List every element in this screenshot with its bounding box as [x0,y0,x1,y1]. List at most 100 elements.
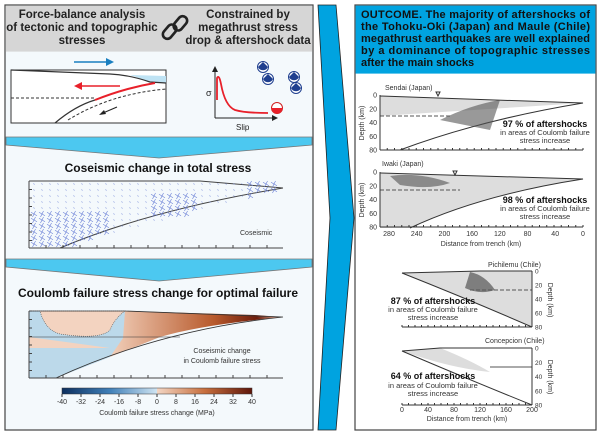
stress-vector-mark [41,195,43,197]
stress-vector-mark [241,195,243,197]
distance-tick-label: 200 [439,231,451,238]
stress-vector-mark [184,198,188,206]
depth-tick-label: 0 [535,346,539,353]
stress-vector-mark [73,207,75,209]
stress-vector-mark [225,201,227,203]
stress-vector-mark [145,213,147,215]
chain-link-icon [161,14,189,41]
stress-vector-mark [145,201,147,203]
stress-vector-mark [65,189,67,191]
stress-vector-mark [64,228,68,236]
depth-tick-label: 20 [535,360,543,367]
stress-vector-mark [48,228,52,236]
stress-vector-mark [137,195,139,197]
stress-vector-mark [201,183,203,185]
stress-vector-mark [80,222,84,230]
stress-vector-mark [56,216,60,224]
stress-vector-mark [225,189,227,191]
stress-vector-mark [48,240,52,248]
stress-vector-mark [65,207,67,209]
stress-vector-mark [113,225,115,227]
depth-tick-label: 60 [535,311,543,318]
coulomb-stress-plot: Coseismic change in Coulomb failure stre… [28,310,284,379]
stress-vector-mark [152,204,156,212]
stress-vector-mark [73,183,75,185]
stress-vector-mark [41,189,43,191]
stress-vector-mark [201,189,203,191]
note-line-1: in areas of Coulomb failure [500,204,590,213]
stress-vector-mark [201,195,203,197]
stress-vector-mark [97,189,99,191]
focal-mechanism-icons [257,61,302,114]
depth-tick-label: 40 [369,197,377,204]
stress-vector-mark [201,201,203,203]
stress-vector-mark [72,216,76,224]
stress-vector-mark [33,189,35,191]
sendai-profile: Sendai (Japan) 97 % of aftershocks in ar… [379,85,590,151]
distance-tick-label: 0 [400,407,404,414]
stress-vector-mark [97,195,99,197]
distance-tick-label: 200 [526,407,538,414]
depth-tick-label: 40 [535,374,543,381]
stress-vector-mark [64,240,68,248]
stress-vector-mark [41,183,43,185]
stress-vector-mark [152,192,156,200]
depth-tick-label: 20 [369,183,377,190]
distance-tick-label: 160 [466,231,478,238]
stress-vector-mark [73,201,75,203]
profile-name: Iwaki (Japan) [382,161,424,168]
stress-vector-mark [104,222,108,230]
depth-tick-label: 80 [369,148,377,155]
stress-vector-mark [113,189,115,191]
stress-vector-mark [121,189,123,191]
stress-vector-mark [96,216,100,224]
depth-tick-label: 60 [369,211,377,218]
stress-vector-mark [145,183,147,185]
stress-vector-mark [56,240,60,248]
coseismic-label: Coseismic [240,230,273,237]
outcome-line-3: megathrust earthquakes are well explaine… [361,33,590,45]
japan-axes: Depth (km) Depth (km) Distance from tren… [359,93,585,249]
stress-vector-mark [193,189,195,191]
stress-vector-mark [161,219,163,221]
stress-vector-mark [217,201,219,203]
note-line-1: in areas of Coulomb failure [388,305,478,314]
depth-tick-label: 80 [369,225,377,232]
stress-vector-mark [73,195,75,197]
stress-vector-mark [121,195,123,197]
stress-vector-mark [72,228,76,236]
distance-tick-label: 80 [524,231,532,238]
stress-vector-mark [129,183,131,185]
stress-vector-mark [32,240,36,248]
stress-vector-mark [49,207,51,209]
stress-vector-mark [64,216,68,224]
outcome-line-4: by a dominance of topographic stresses [361,45,590,57]
stress-vector-mark [129,225,131,227]
profile-name: Sendai (Japan) [385,85,432,92]
stress-vector-mark [272,186,276,194]
stress-vector-mark [137,225,139,227]
stress-vector-mark [233,189,235,191]
stress-vector-mark [121,201,123,203]
stress-vector-mark [97,183,99,185]
stress-vector-mark [161,189,163,191]
depth-tick-label: 60 [535,388,543,395]
stress-vector-mark [89,201,91,203]
stress-vector-mark [32,216,36,224]
stress-vector-mark [129,219,131,221]
stress-vector-mark [88,228,92,236]
chile-axes: Depth (km) Depth (km) Distance from tren… [400,269,553,424]
stress-vector-mark [168,192,172,200]
stress-vector-mark [129,213,131,215]
stress-vector-mark [137,219,139,221]
profile-name: Concepcion (Chile) [485,338,545,345]
stress-vector-mark [72,234,76,242]
stress-vector-mark [137,207,139,209]
depth-tick-label: 20 [535,283,543,290]
stress-vector-mark [185,189,187,191]
down-arrow-band [5,136,313,159]
stress-vector-mark [209,195,211,197]
stress-vector-mark [40,234,44,242]
coulomb-title: Coulomb failure stress change for optima… [18,286,298,300]
